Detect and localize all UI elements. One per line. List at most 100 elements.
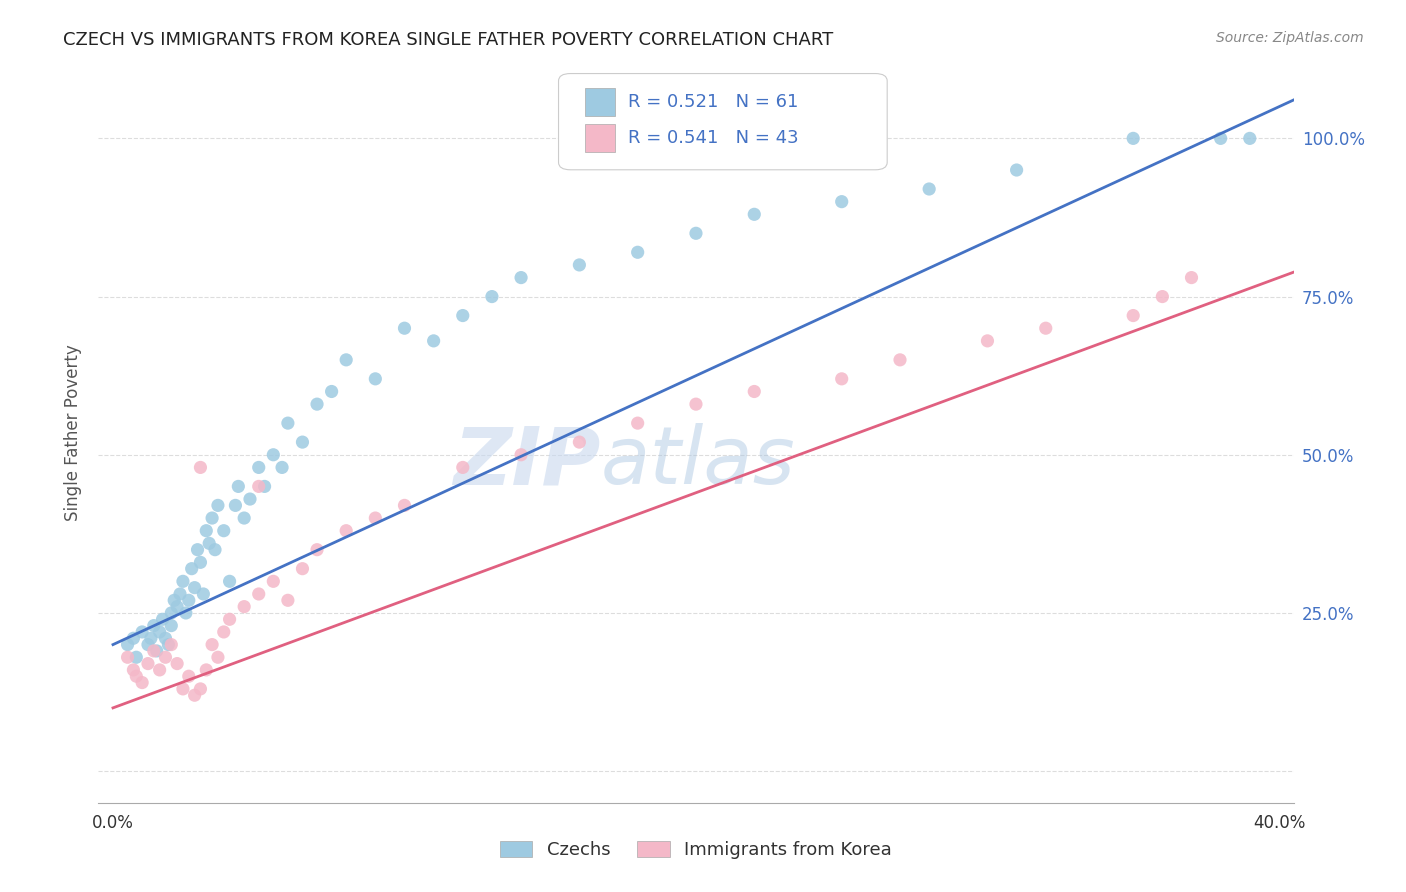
Point — [228, 479, 250, 493]
Point — [1122, 309, 1144, 323]
Point — [262, 574, 284, 589]
Point — [201, 638, 224, 652]
Point — [422, 334, 444, 348]
Point — [218, 574, 240, 589]
Point — [157, 638, 180, 652]
Point — [142, 618, 165, 632]
Point — [239, 491, 262, 506]
Point — [172, 681, 194, 696]
Point — [742, 384, 765, 399]
Point — [510, 270, 533, 285]
Point — [131, 675, 153, 690]
Point — [122, 632, 145, 646]
Point — [1005, 163, 1028, 178]
Point — [166, 657, 188, 671]
Point — [149, 624, 172, 639]
Point — [1152, 289, 1174, 303]
Point — [198, 536, 221, 550]
Point — [394, 499, 416, 513]
Point — [364, 372, 387, 386]
Point — [233, 599, 256, 614]
Point — [277, 593, 299, 607]
Point — [1122, 131, 1144, 145]
Point — [1035, 321, 1057, 335]
Point — [889, 352, 911, 367]
Point — [1239, 131, 1261, 145]
Legend: Czechs, Immigrants from Korea: Czechs, Immigrants from Korea — [491, 831, 901, 868]
Point — [335, 352, 357, 367]
Point — [117, 638, 139, 652]
Point — [233, 511, 256, 525]
Point — [568, 435, 591, 450]
Point — [122, 663, 145, 677]
Point — [976, 334, 998, 348]
Point — [451, 460, 474, 475]
Text: CZECH VS IMMIGRANTS FROM KOREA SINGLE FATHER POVERTY CORRELATION CHART: CZECH VS IMMIGRANTS FROM KOREA SINGLE FA… — [63, 31, 834, 49]
Point — [152, 612, 174, 626]
Point — [207, 650, 229, 665]
Point — [142, 644, 165, 658]
Point — [160, 606, 183, 620]
Point — [685, 227, 707, 241]
Point — [271, 460, 294, 475]
Point — [172, 574, 194, 589]
Point — [125, 650, 148, 665]
Point — [918, 182, 941, 196]
Point — [201, 511, 224, 525]
FancyBboxPatch shape — [585, 124, 614, 152]
Point — [831, 372, 853, 386]
Point — [186, 542, 208, 557]
Point — [177, 593, 200, 607]
Point — [180, 562, 202, 576]
Point — [195, 524, 218, 538]
Point — [1209, 131, 1232, 145]
Point — [247, 460, 270, 475]
Point — [394, 321, 416, 335]
Point — [160, 638, 183, 652]
Point — [451, 309, 474, 323]
Point — [742, 207, 765, 221]
Point — [155, 650, 177, 665]
Point — [291, 562, 314, 576]
Text: Source: ZipAtlas.com: Source: ZipAtlas.com — [1216, 31, 1364, 45]
Point — [291, 435, 314, 450]
Point — [145, 644, 167, 658]
Point — [149, 663, 172, 677]
Point — [568, 258, 591, 272]
Point — [139, 632, 162, 646]
Y-axis label: Single Father Poverty: Single Father Poverty — [65, 344, 83, 521]
Point — [253, 479, 276, 493]
Text: R = 0.521   N = 61: R = 0.521 N = 61 — [628, 94, 799, 112]
Text: ZIP: ZIP — [453, 423, 600, 501]
FancyBboxPatch shape — [558, 73, 887, 169]
Point — [212, 524, 235, 538]
Point — [195, 663, 218, 677]
Point — [136, 638, 159, 652]
Text: atlas: atlas — [600, 423, 796, 501]
Point — [224, 499, 246, 513]
Point — [190, 555, 212, 569]
Point — [190, 681, 212, 696]
Point — [155, 632, 177, 646]
Point — [685, 397, 707, 411]
Point — [218, 612, 240, 626]
Point — [481, 289, 503, 303]
Point — [335, 524, 357, 538]
Point — [160, 618, 183, 632]
Point — [305, 397, 328, 411]
Point — [183, 581, 205, 595]
Point — [262, 448, 284, 462]
Point — [183, 688, 205, 702]
Point — [131, 624, 153, 639]
Point — [125, 669, 148, 683]
Point — [627, 245, 650, 260]
Text: R = 0.541   N = 43: R = 0.541 N = 43 — [628, 129, 799, 147]
Point — [247, 479, 270, 493]
Point — [174, 606, 197, 620]
Point — [831, 194, 853, 209]
Point — [193, 587, 215, 601]
Point — [277, 416, 299, 430]
Point — [169, 587, 191, 601]
Point — [166, 599, 188, 614]
Point — [207, 499, 229, 513]
